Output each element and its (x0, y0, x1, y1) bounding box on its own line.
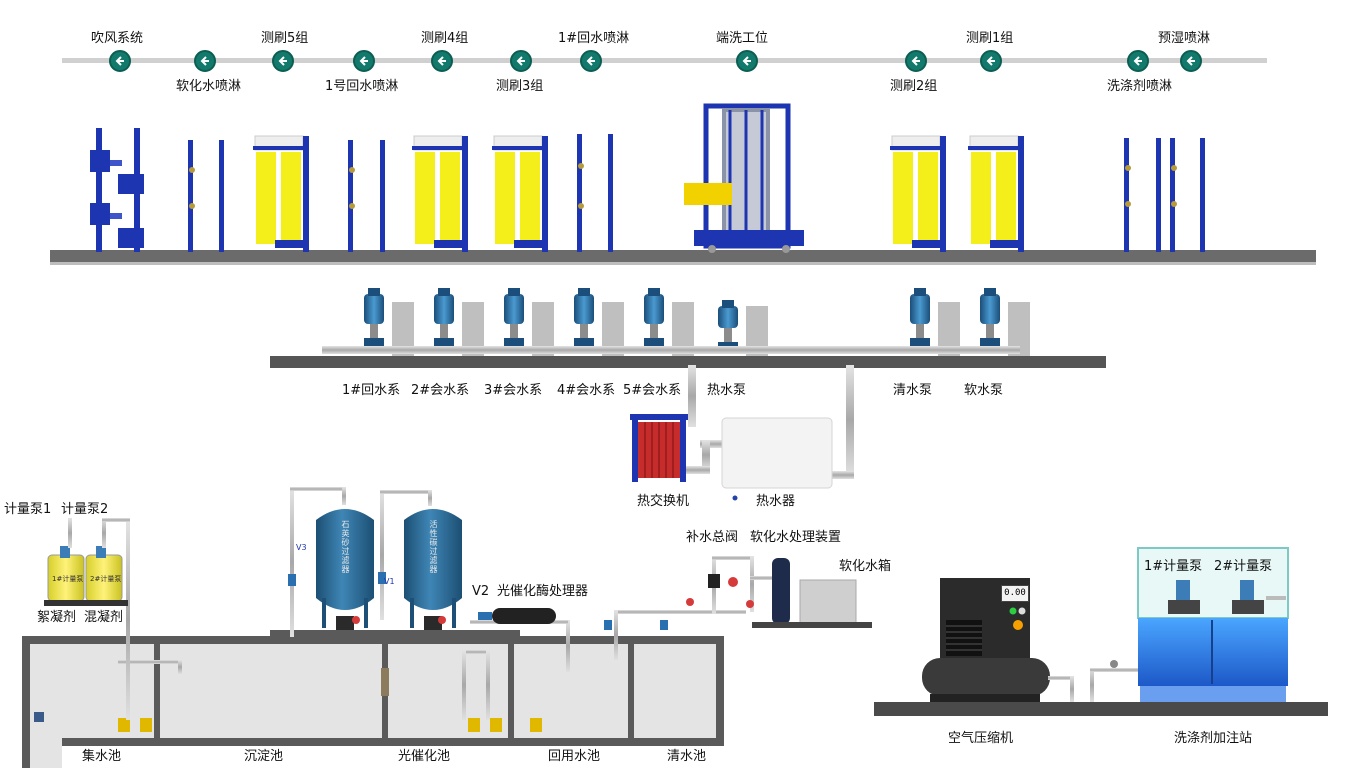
det-pump2-label: 2#计量泵 (1214, 559, 1273, 574)
pool-label-1: 集水池 (82, 749, 122, 764)
softener-label: 软化水处理装置 (750, 530, 842, 545)
brush-unit-4 (890, 135, 946, 252)
station-button-end_wash[interactable] (736, 50, 758, 72)
station-button-brush4[interactable] (431, 50, 453, 72)
arrow-left-icon (1186, 56, 1195, 66)
station-label-prewet: 预湿喷淋 (1158, 31, 1211, 46)
arrow-left-icon (986, 56, 995, 66)
arrow-left-icon (200, 56, 209, 66)
heat-exchanger-label: 热交换机 (637, 494, 690, 509)
pool-label-2: 沉淀池 (244, 749, 284, 764)
pool-label-4: 回用水池 (548, 749, 601, 764)
station-label-return1_spray: 1号回水喷淋 (325, 79, 399, 94)
wash-line (50, 103, 1316, 265)
filter-tank-2 (404, 509, 462, 630)
station-label-brush4: 测刷4组 (421, 31, 469, 46)
flocculant-label: 絮凝剂 (37, 610, 77, 625)
pump-station (270, 288, 1106, 501)
brush-unit-3 (492, 135, 548, 252)
tank1-text: 石英砂过滤器 (341, 520, 350, 574)
can2-text: 2#计量泵 (90, 575, 122, 583)
photocatalytic-label: 光催化酶处理器 (497, 584, 589, 599)
makeup-valve-label: 补水总阀 (686, 530, 739, 545)
v1-label: V1 (384, 577, 395, 586)
pump-7 (910, 288, 960, 356)
arrow-left-icon (742, 56, 751, 66)
pump-label-5: 5#会水系 (623, 383, 682, 398)
treatment-pools (22, 487, 872, 768)
brush-unit-5 (968, 135, 1024, 252)
arrow-left-icon (278, 56, 287, 66)
pump-5 (644, 288, 694, 356)
compressor-pressure-display: 0.00 (1001, 585, 1029, 602)
can1-text: 1#计量泵 (52, 575, 84, 583)
meter-pump2-label: 计量泵2 (61, 502, 109, 517)
brush-unit-1 (253, 135, 309, 252)
soft-tank-label: 软化水箱 (839, 559, 892, 574)
tank2-text: 活性碳过滤器 (429, 520, 438, 574)
station-label-brush3: 测刷3组 (496, 79, 544, 94)
pump-6 (718, 300, 768, 356)
pool-label-5: 清水池 (667, 749, 707, 764)
station-button-prewet[interactable] (1180, 50, 1202, 72)
pump-3 (504, 288, 554, 356)
pump-label-4: 4#会水系 (557, 383, 616, 398)
station-label-return1_spray_b: 1#回水喷淋 (558, 31, 630, 46)
arrow-left-icon (359, 56, 368, 66)
pump-label-6: 热水泵 (707, 383, 747, 398)
v3-label: V3 (296, 543, 307, 552)
pump-2 (434, 288, 484, 356)
pump-label-7: 清水泵 (893, 383, 933, 398)
arrow-left-icon (1133, 56, 1142, 66)
pump-4 (574, 288, 624, 356)
station-button-return1_spray[interactable] (353, 50, 375, 72)
station-label-end_wash: 端洗工位 (716, 31, 769, 46)
station-button-brush1[interactable] (980, 50, 1002, 72)
water-heater-label: 热水器 (756, 494, 796, 509)
coagulant-label: 混凝剂 (84, 610, 124, 625)
soft-water-tank (799, 579, 857, 625)
brush-unit-2 (412, 135, 468, 252)
station-label-soft_spray: 软化水喷淋 (176, 79, 242, 94)
station-button-soft_spray[interactable] (194, 50, 216, 72)
softener-column (772, 558, 790, 624)
station-button-blow[interactable] (109, 50, 131, 72)
filter-tank-1 (316, 509, 374, 630)
arrow-left-icon (516, 56, 525, 66)
pump-label-8: 软水泵 (964, 383, 1004, 398)
arrow-left-icon (437, 56, 446, 66)
valve-v2-label: V2 (472, 584, 490, 599)
station-label-brush5: 测刷5组 (261, 31, 309, 46)
station-label-blow: 吹风系统 (91, 31, 144, 46)
det-pump1-label: 1#计量泵 (1144, 559, 1203, 574)
pump-8 (980, 288, 1030, 356)
water-heater (721, 417, 833, 489)
station-button-brush2[interactable] (905, 50, 927, 72)
pool-label-3: 光催化池 (398, 749, 451, 764)
arrow-left-icon (911, 56, 920, 66)
pump-1 (364, 288, 414, 356)
blower-assembly (90, 128, 144, 252)
end-wash-frame (684, 103, 804, 253)
meter-pump1-label: 计量泵1 (4, 502, 52, 517)
arrow-left-icon (115, 56, 124, 66)
air-compressor-label: 空气压缩机 (948, 731, 1014, 746)
station-label-detergent_spray: 洗涤剂喷淋 (1107, 79, 1173, 94)
station-label-brush1: 测刷1组 (966, 31, 1014, 46)
arrow-left-icon (586, 56, 595, 66)
heat-exchanger (630, 414, 688, 482)
station-button-return1_spray_b[interactable] (580, 50, 602, 72)
station-button-brush3[interactable] (510, 50, 532, 72)
station-button-brush5[interactable] (272, 50, 294, 72)
detergent-station-label: 洗涤剂加注站 (1174, 731, 1253, 746)
station-button-detergent_spray[interactable] (1127, 50, 1149, 72)
pump-label-2: 2#会水系 (411, 383, 470, 398)
station-label-brush2: 测刷2组 (890, 79, 938, 94)
pump-label-3: 3#会水系 (484, 383, 543, 398)
pump-label-1: 1#回水系 (342, 383, 401, 398)
station-rail (62, 58, 1267, 63)
compressor-area (874, 547, 1328, 716)
